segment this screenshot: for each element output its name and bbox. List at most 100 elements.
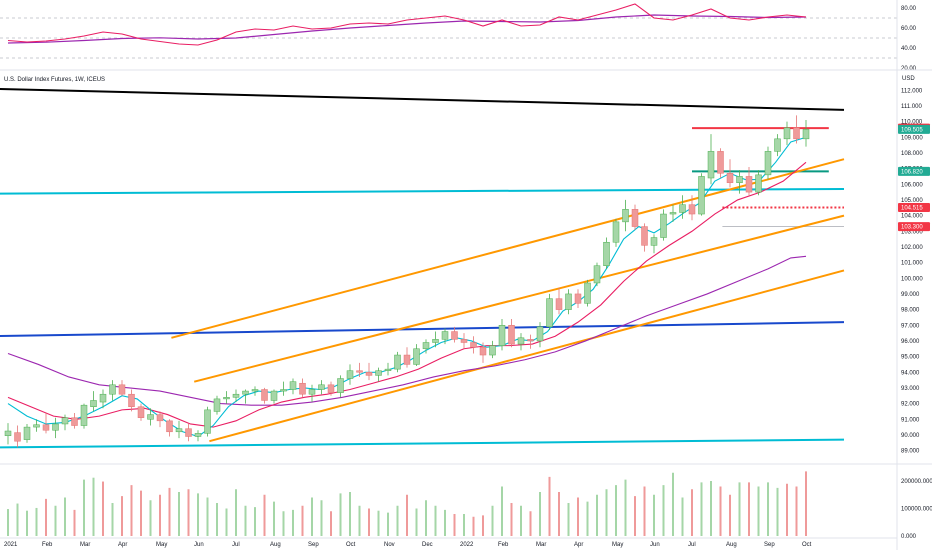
candle[interactable]	[612, 218, 620, 247]
candle[interactable]	[99, 389, 107, 409]
candle[interactable]	[432, 331, 439, 348]
trend-line-cyan-lower-horizontal[interactable]	[0, 438, 845, 449]
trend-line-orange-channel-mid[interactable]	[193, 214, 845, 383]
candle[interactable]	[270, 389, 278, 404]
time-axis[interactable]: 2021 Feb Mar Apr May Jun Jul Aug Sep Oct Nov Dec 202…	[4, 542, 812, 548]
candle[interactable]	[137, 403, 145, 421]
volume-bar	[121, 496, 123, 536]
candle[interactable]	[61, 414, 69, 431]
candle[interactable]	[375, 367, 382, 382]
candle[interactable]	[365, 362, 373, 381]
candle[interactable]	[441, 328, 449, 345]
trend-line-blue-horizontal[interactable]	[0, 321, 845, 338]
candle[interactable]	[90, 391, 97, 412]
candle[interactable]	[470, 336, 477, 354]
candle[interactable]	[413, 344, 420, 366]
candle[interactable]	[280, 381, 287, 396]
candle[interactable]	[565, 289, 572, 315]
candle[interactable]	[242, 389, 249, 404]
candle[interactable]	[261, 387, 268, 404]
candle[interactable]	[669, 204, 677, 222]
candle[interactable]	[479, 342, 487, 363]
candle[interactable]	[755, 170, 762, 196]
candle[interactable]	[717, 148, 724, 178]
candle[interactable]	[508, 319, 515, 348]
candle[interactable]	[204, 406, 211, 437]
candle[interactable]	[707, 134, 715, 185]
candle[interactable]	[546, 293, 553, 330]
candle[interactable]	[194, 430, 202, 442]
candle[interactable]	[650, 234, 658, 254]
candle[interactable]	[517, 333, 525, 351]
candle[interactable]	[185, 423, 192, 442]
candle[interactable]	[71, 413, 78, 429]
candle[interactable]	[109, 380, 116, 401]
candle[interactable]	[698, 173, 705, 216]
candle[interactable]	[289, 378, 297, 395]
candle[interactable]	[118, 380, 126, 396]
candle[interactable]	[337, 375, 344, 398]
candle[interactable]	[346, 364, 354, 385]
candle[interactable]	[574, 289, 582, 309]
time-axis-tick: Oct	[802, 542, 812, 548]
candle[interactable]	[593, 262, 601, 287]
candle[interactable]	[308, 384, 316, 403]
candle[interactable]	[536, 322, 544, 348]
price-label: 106.820	[898, 166, 930, 176]
candle[interactable]	[403, 347, 411, 368]
candle[interactable]	[23, 423, 31, 443]
candle[interactable]	[688, 195, 696, 221]
candle[interactable]	[422, 339, 430, 354]
candle[interactable]	[774, 134, 781, 157]
candle-body	[156, 414, 164, 422]
candle[interactable]	[498, 319, 506, 351]
candle[interactable]	[4, 423, 12, 445]
candle[interactable]	[80, 403, 88, 429]
price-pane[interactable]: U.S. Dollar Index Futures, 1W, ICEUS USD…	[0, 76, 930, 455]
candle[interactable]	[166, 419, 173, 437]
candle[interactable]	[318, 380, 325, 395]
candle[interactable]	[299, 378, 306, 398]
candle[interactable]	[384, 362, 392, 376]
candle[interactable]	[631, 204, 639, 230]
candle[interactable]	[679, 195, 686, 219]
candle[interactable]	[156, 411, 164, 428]
candle[interactable]	[232, 389, 240, 403]
candle[interactable]	[489, 340, 496, 359]
candle[interactable]	[451, 326, 458, 343]
candle[interactable]	[745, 167, 753, 196]
candle[interactable]	[783, 121, 791, 146]
candle[interactable]	[42, 413, 50, 434]
candle[interactable]	[251, 386, 259, 396]
candle[interactable]	[33, 419, 40, 432]
candle[interactable]	[327, 381, 335, 396]
candle[interactable]	[584, 279, 591, 307]
candle[interactable]	[793, 115, 800, 144]
candle[interactable]	[213, 395, 221, 415]
candle[interactable]	[52, 417, 59, 439]
volume-bar	[596, 494, 598, 536]
candle[interactable]	[147, 408, 154, 426]
price-axis-tick: 111.000	[901, 104, 922, 110]
candle[interactable]	[764, 146, 772, 180]
candle[interactable]	[660, 209, 667, 241]
candle[interactable]	[736, 170, 743, 194]
trend-line-orange-channel-bottom[interactable]	[209, 269, 845, 443]
candle[interactable]	[356, 362, 363, 377]
candle[interactable]	[555, 287, 563, 315]
candle[interactable]	[802, 120, 810, 147]
candle[interactable]	[527, 334, 534, 349]
candle[interactable]	[128, 389, 135, 412]
candle[interactable]	[175, 420, 183, 439]
candle[interactable]	[603, 237, 610, 269]
candle[interactable]	[223, 391, 230, 404]
candle[interactable]	[641, 223, 648, 252]
candle[interactable]	[14, 425, 21, 448]
candle[interactable]	[726, 159, 734, 188]
trend-line-orange-channel-top[interactable]	[171, 158, 845, 339]
candle[interactable]	[622, 199, 629, 232]
candle[interactable]	[394, 351, 401, 373]
trend-line-black-resistance[interactable]	[0, 87, 845, 111]
candle[interactable]	[460, 333, 468, 349]
